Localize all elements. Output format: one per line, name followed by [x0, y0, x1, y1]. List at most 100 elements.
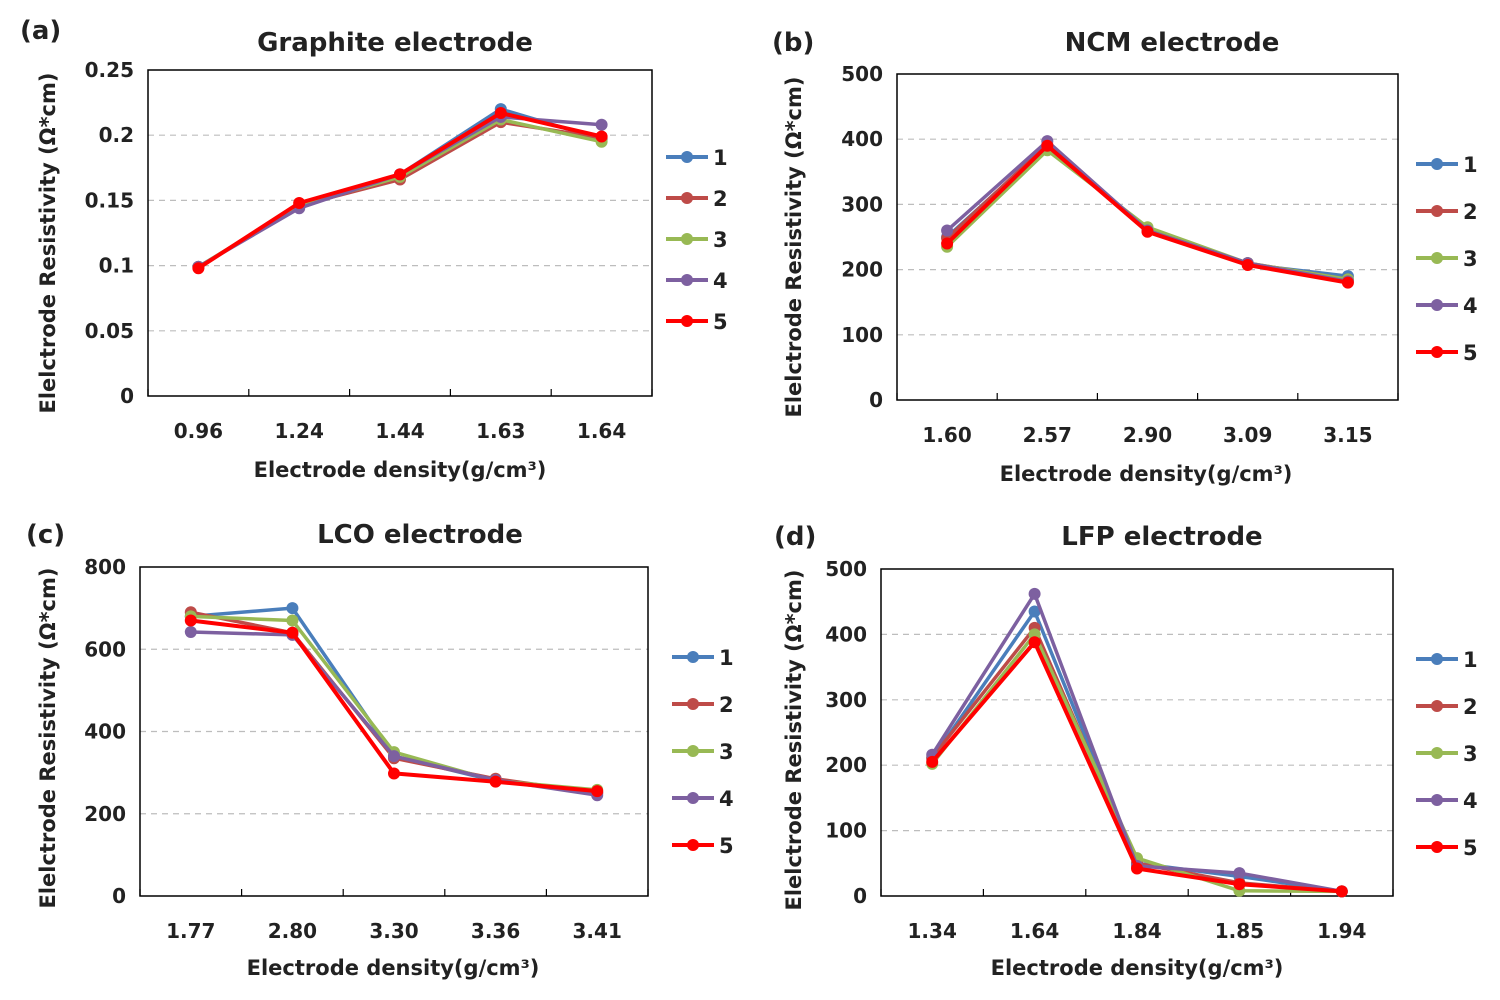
legend-marker-1: [1431, 158, 1443, 170]
y-tick-label: 300: [825, 688, 867, 712]
data-point-4: [941, 224, 954, 237]
series-line-3: [197, 117, 602, 269]
data-point-5: [1141, 225, 1154, 238]
panel-label: (c): [26, 520, 66, 550]
legend-label-4: 4: [719, 787, 734, 811]
series-line-2: [190, 610, 598, 795]
y-tick-label: 0: [120, 384, 134, 408]
data-point-4: [595, 118, 608, 131]
legend-marker-2: [1431, 700, 1443, 712]
data-point-5: [926, 755, 939, 768]
y-tick-label: 400: [825, 622, 867, 646]
y-tick-label: 0: [869, 388, 883, 412]
x-tick-label: 1.64: [577, 419, 626, 443]
panel-label: (b): [772, 28, 815, 58]
legend-marker-5: [1431, 346, 1443, 358]
legend-marker-2: [1431, 205, 1443, 217]
legend-marker-4: [1431, 794, 1443, 806]
data-point-4: [1233, 867, 1246, 880]
legend-marker-2: [687, 698, 699, 710]
data-point-1: [286, 602, 299, 615]
y-tick-label: 100: [841, 323, 883, 347]
y-tick-label: 300: [841, 192, 883, 216]
data-point-5: [293, 197, 306, 210]
data-point-3: [286, 614, 299, 627]
data-point-5: [1341, 276, 1354, 289]
legend-marker-1: [1431, 653, 1443, 665]
data-point-5: [1335, 885, 1348, 898]
y-tick-label: 0.1: [99, 254, 134, 278]
series-line-1: [930, 609, 1343, 894]
chart-svg: 0 100 200 300 400 500 1.60 2.57 2.90 3.09 3.15 1 2 3 4…: [841, 62, 1478, 447]
series-line-1: [197, 107, 603, 269]
data-point-5: [1041, 139, 1054, 152]
y-tick-label: 100: [825, 819, 867, 843]
series-line-4: [930, 592, 1343, 894]
y-tick-label: 200: [84, 802, 126, 826]
chart-svg: 0 100 200 300 400 500 1.34 1.64 1.84 1.85 1.94 1 2 3 4…: [825, 557, 1478, 943]
x-tick-label: 1.60: [922, 423, 971, 447]
chart-title: LCO electrode: [317, 520, 523, 550]
legend-label-3: 3: [719, 740, 734, 764]
legend-marker-5: [1431, 841, 1443, 853]
legend-label-4: 4: [1463, 789, 1478, 813]
legend-label-3: 3: [1463, 742, 1478, 766]
x-tick-label: 3.36: [471, 919, 520, 943]
y-tick-label: 400: [841, 127, 883, 151]
y-tick-label: 500: [825, 557, 867, 581]
x-tick-label: 1.44: [375, 419, 424, 443]
x-axis-label: Electrode density(g/cm³): [246, 956, 540, 980]
plot-frame: [896, 73, 1399, 401]
data-point-5: [192, 262, 205, 275]
y-tick-label: 400: [84, 720, 126, 744]
legend-marker-4: [687, 792, 699, 804]
plot-frame: [147, 69, 653, 397]
legend-label-4: 4: [1463, 294, 1478, 318]
x-tick-label: 3.30: [369, 919, 418, 943]
chart-title: LFP electrode: [1061, 522, 1263, 552]
series-line-2: [945, 142, 1349, 282]
legend-marker-3: [681, 233, 693, 245]
legend-marker-3: [1431, 252, 1443, 264]
data-point-5: [494, 107, 507, 120]
legend-marker-4: [1431, 299, 1443, 311]
legend-label-4: 4: [713, 269, 728, 293]
series-line-1: [945, 143, 1349, 278]
data-point-5: [595, 130, 608, 143]
y-tick-label: 600: [84, 637, 126, 661]
data-point-4: [388, 750, 400, 763]
data-point-5: [489, 775, 502, 788]
legend-label-2: 2: [1463, 200, 1478, 224]
legend-marker-4: [681, 274, 693, 286]
series-line-5: [945, 143, 1349, 285]
y-tick-label: 0: [112, 884, 126, 908]
series-line-2: [197, 120, 602, 269]
legend-label-1: 1: [719, 646, 734, 670]
legend-label-2: 2: [713, 187, 728, 211]
x-tick-label: 1.63: [476, 419, 525, 443]
chart-svg: 0 0.05 0.1 0.15 0.2 0.25 0.96 1.24 1.44 1.63 1.64 1…: [85, 58, 728, 443]
legend-label-3: 3: [713, 228, 728, 252]
data-point-5: [1131, 862, 1143, 875]
chart-svg: 0 200 400 600 800 1.77 2.80 3.30 3.36 3.41 1 2 3 4 5: [84, 555, 734, 943]
legend-label-2: 2: [719, 693, 734, 717]
x-axis-label: Electrode density(g/cm³): [999, 462, 1293, 486]
x-tick-label: 1.85: [1215, 919, 1264, 943]
plot-frame: [139, 566, 649, 897]
data-point-5: [1241, 259, 1254, 272]
y-tick-label: 0.05: [85, 319, 134, 343]
data-point-5: [286, 626, 299, 639]
series-line-5: [197, 111, 603, 270]
data-point-1: [1028, 605, 1041, 618]
y-tick-label: 0: [853, 884, 867, 908]
data-point-5: [1233, 878, 1246, 891]
legend-label-1: 1: [1463, 153, 1478, 177]
legend-label-1: 1: [1463, 648, 1478, 672]
series-line-4: [945, 139, 1349, 284]
series-line-3: [945, 148, 1349, 282]
legend-marker-1: [681, 151, 693, 163]
legend-label-5: 5: [1463, 341, 1478, 365]
y-tick-label: 0.25: [85, 58, 134, 82]
y-tick-label: 0.15: [85, 188, 134, 212]
x-tick-label: 0.96: [174, 419, 223, 443]
